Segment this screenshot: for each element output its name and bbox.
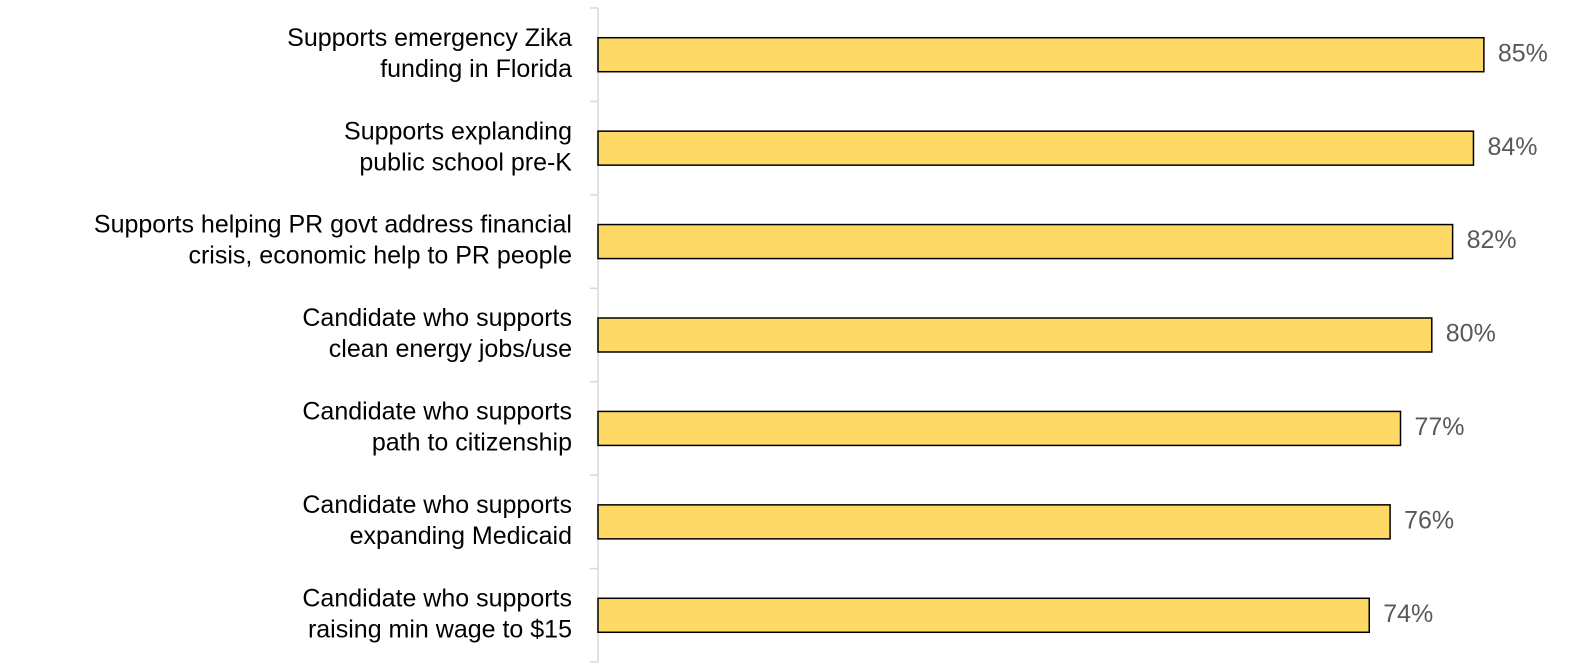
bar	[597, 317, 1433, 353]
category-label: Candidate who supports	[302, 304, 572, 332]
category-label: funding in Florida	[380, 55, 572, 83]
value-label: 76%	[1404, 506, 1454, 534]
category-label: Candidate who supports	[302, 584, 572, 612]
value-label: 85%	[1498, 39, 1548, 67]
bar	[597, 223, 1454, 260]
value-label: 82%	[1467, 226, 1517, 254]
category-label: raising min wage to $15	[308, 615, 572, 643]
bar	[597, 504, 1391, 540]
bar	[597, 130, 1475, 166]
category-label: Supports explanding	[344, 117, 572, 145]
bar	[597, 36, 1485, 73]
category-label: clean energy jobs/use	[329, 335, 572, 363]
value-label: 77%	[1415, 413, 1465, 441]
value-label: 80%	[1446, 320, 1496, 348]
category-label: public school pre-K	[359, 148, 572, 176]
bar	[597, 597, 1370, 634]
category-label: Candidate who supports	[302, 491, 572, 519]
category-label: Supports emergency Zika	[287, 24, 572, 52]
value-label: 84%	[1487, 133, 1537, 161]
category-label: crisis, economic help to PR people	[188, 242, 572, 270]
category-label: Candidate who supports	[302, 398, 572, 426]
category-label: expanding Medicaid	[350, 522, 572, 550]
value-label: 74%	[1383, 600, 1433, 628]
bar	[597, 410, 1402, 447]
category-label: path to citizenship	[372, 429, 572, 457]
category-label: Supports helping PR govt address financi…	[94, 211, 572, 239]
